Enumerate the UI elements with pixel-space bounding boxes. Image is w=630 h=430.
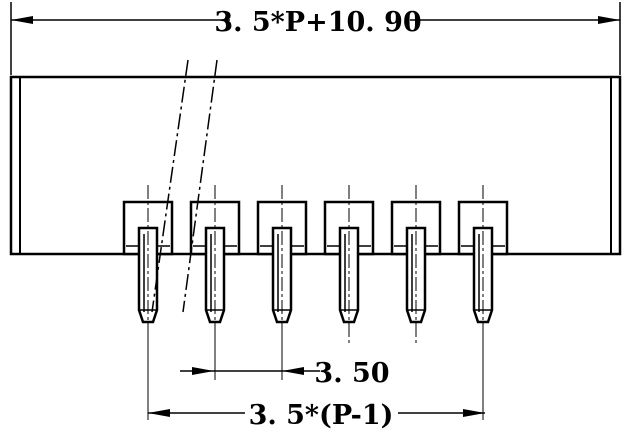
connector-housing bbox=[9, 75, 622, 256]
overall-width-dimension bbox=[10, 2, 621, 75]
overall-width-arrow-left bbox=[11, 16, 33, 24]
pin-span-arrow-left bbox=[148, 409, 170, 417]
pitch-arrow-right bbox=[282, 367, 304, 375]
overall-width-arrow-right bbox=[598, 16, 620, 24]
pins bbox=[137, 226, 494, 324]
pin-centerlines bbox=[147, 185, 484, 420]
pitch-arrow-left bbox=[192, 367, 214, 375]
pin-span-label: 3. 5*(P-1) bbox=[249, 400, 394, 430]
break-lines bbox=[151, 59, 218, 313]
pin-span-arrow-right bbox=[463, 409, 485, 417]
pitch-label: 3. 50 bbox=[314, 358, 389, 389]
overall-width-label: 3. 5*P+10. 90 bbox=[214, 7, 421, 38]
housing-end-walls bbox=[19, 77, 612, 254]
